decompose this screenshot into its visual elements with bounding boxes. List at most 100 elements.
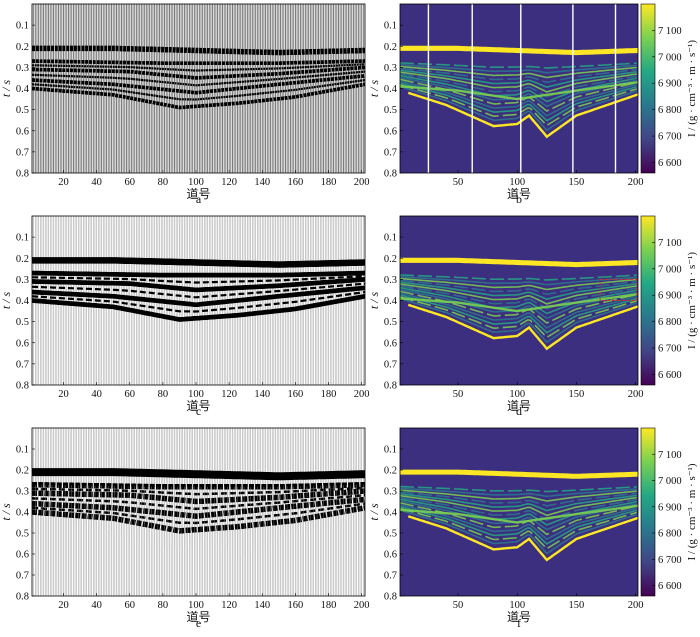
reflector-h4 — [32, 505, 365, 534]
impedance-stripe — [400, 285, 637, 310]
x-tick-label: 20 — [58, 177, 69, 188]
impedance-stripe — [400, 84, 638, 127]
y-tick-label: 0.2 — [16, 466, 29, 477]
colorbar-label: I / (g · cm⁻³ · m · s⁻¹) — [686, 40, 698, 137]
y-tick-label: 0.3 — [16, 275, 29, 286]
y-tick-label: 0.4 — [16, 84, 30, 95]
x-tick-label: 140 — [254, 600, 270, 611]
x-tick-label: 100 — [509, 600, 525, 611]
impedance-stripe — [400, 82, 638, 122]
reflector-minor-1 — [32, 493, 365, 511]
x-tick-label: 150 — [569, 389, 585, 400]
impedance-mid-horizon — [400, 504, 638, 524]
y-tick-label: 0.4 — [16, 508, 30, 519]
x-tick-label: 120 — [221, 389, 237, 400]
x-tick-label: 200 — [628, 389, 644, 400]
y-tick-label: 0.2 — [384, 254, 397, 265]
impedance-stripe — [400, 67, 637, 84]
y-tick-label: 0.3 — [384, 275, 397, 286]
y-tick-label: 0.2 — [16, 42, 29, 53]
impedance-stripe — [400, 294, 638, 334]
y-tick-label: 0.4 — [16, 296, 30, 307]
impedance-mid-horizon — [400, 293, 638, 313]
impedance-stripe — [400, 73, 637, 98]
x-tick-label: 80 — [158, 177, 169, 188]
panel-caption: f — [517, 616, 521, 630]
reflector-h2 — [32, 277, 365, 293]
impedance-stripe — [400, 494, 637, 517]
impedance-stripe — [400, 509, 638, 555]
y-tick-label: 0.5 — [16, 105, 29, 116]
x-tick-label: 100 — [509, 389, 525, 400]
y-tick-label: 0.4 — [384, 508, 398, 519]
y-tick-label: 0.3 — [16, 487, 29, 498]
x-tick-label: 100 — [509, 177, 525, 188]
colorbar-tick-label: 6 600 — [658, 158, 682, 169]
x-tick-label: 80 — [158, 600, 169, 611]
colorbar-tick-label: 7 000 — [658, 264, 682, 275]
y-tick-label: 0.1 — [384, 233, 397, 244]
x-tick-label: 100 — [188, 600, 204, 611]
x-tick-label: 160 — [288, 177, 304, 188]
y-tick-label: 0.8 — [384, 381, 397, 392]
impedance-top-layer — [400, 469, 638, 479]
reflector-minor-0 — [32, 275, 365, 284]
y-tick-label: 0.7 — [16, 571, 29, 582]
x-tick-label: 60 — [124, 389, 135, 400]
colorbar-tick-label: 6 800 — [658, 105, 682, 116]
x-tick-label: 40 — [91, 177, 102, 188]
x-axis-label: 道号 — [507, 399, 531, 413]
y-tick-label: 0.3 — [384, 487, 397, 498]
impedance-stripe — [400, 71, 637, 93]
y-tick-label: 0.5 — [16, 317, 29, 328]
y-tick-label: 0.8 — [16, 381, 29, 392]
x-tick-label: 60 — [124, 600, 135, 611]
y-tick-label: 0.8 — [16, 592, 29, 603]
x-tick-label: 120 — [221, 600, 237, 611]
impedance-stripe — [400, 498, 637, 526]
impedance-stripe — [400, 292, 637, 329]
colorbar — [640, 3, 656, 174]
y-tick-label: 0.7 — [16, 359, 29, 370]
x-tick-label: 60 — [124, 177, 135, 188]
reflector-top — [32, 45, 365, 56]
impedance-base-horizon — [407, 515, 638, 562]
colorbar-tick-label: 6 700 — [658, 132, 682, 143]
x-tick-label: 180 — [321, 389, 337, 400]
impedance-stripe — [400, 275, 637, 286]
plot-area-b — [400, 4, 638, 173]
y-tick-label: 0.6 — [384, 126, 397, 137]
x-axis-label: 道号 — [186, 399, 210, 413]
colorbar-tick-label: 6 700 — [658, 555, 682, 566]
impedance-stripe — [400, 279, 637, 296]
impedance-stripe — [400, 489, 637, 502]
panels-group: 0.1 0.2 0.3 0.4 0.5 0.6 0.7 0.8 20 40 60 80 100 120 14… — [0, 3, 698, 630]
colorbar-tick-label: 6 900 — [658, 291, 682, 302]
plot-area-a — [32, 4, 365, 173]
plot-area-e — [32, 428, 365, 596]
impedance-top-layer — [400, 257, 638, 268]
impedance-stripe — [400, 277, 637, 291]
reflector-h3 — [32, 285, 365, 308]
impedance-stripe — [400, 63, 637, 74]
y-tick-label: 0.6 — [16, 338, 29, 349]
x-tick-label: 160 — [288, 389, 304, 400]
x-tick-label: 150 — [569, 600, 585, 611]
impedance-stripe — [400, 496, 637, 521]
panel-c: 0.1 0.2 0.3 0.4 0.5 0.6 0.7 0.8 20 40 60 80 100 120 14… — [0, 215, 370, 418]
impedance-stripe — [400, 487, 637, 498]
y-tick-label: 0.8 — [384, 592, 397, 603]
colorbar-tick-label: 7 100 — [658, 238, 682, 249]
reflector-h2 — [32, 65, 365, 80]
y-tick-label: 0.7 — [384, 571, 397, 582]
y-tick-label: 0.5 — [384, 529, 397, 540]
impedance-stripe — [400, 69, 637, 88]
reflector-minor-2 — [32, 502, 365, 525]
x-tick-label: 200 — [628, 177, 644, 188]
reflector-h4 — [32, 293, 365, 322]
y-tick-label: 0.5 — [16, 529, 29, 540]
x-axis-label: 道号 — [186, 187, 210, 201]
colorbar-tick-label: 7 100 — [658, 26, 682, 37]
x-tick-label: 160 — [288, 600, 304, 611]
reflector-h3 — [32, 73, 365, 95]
